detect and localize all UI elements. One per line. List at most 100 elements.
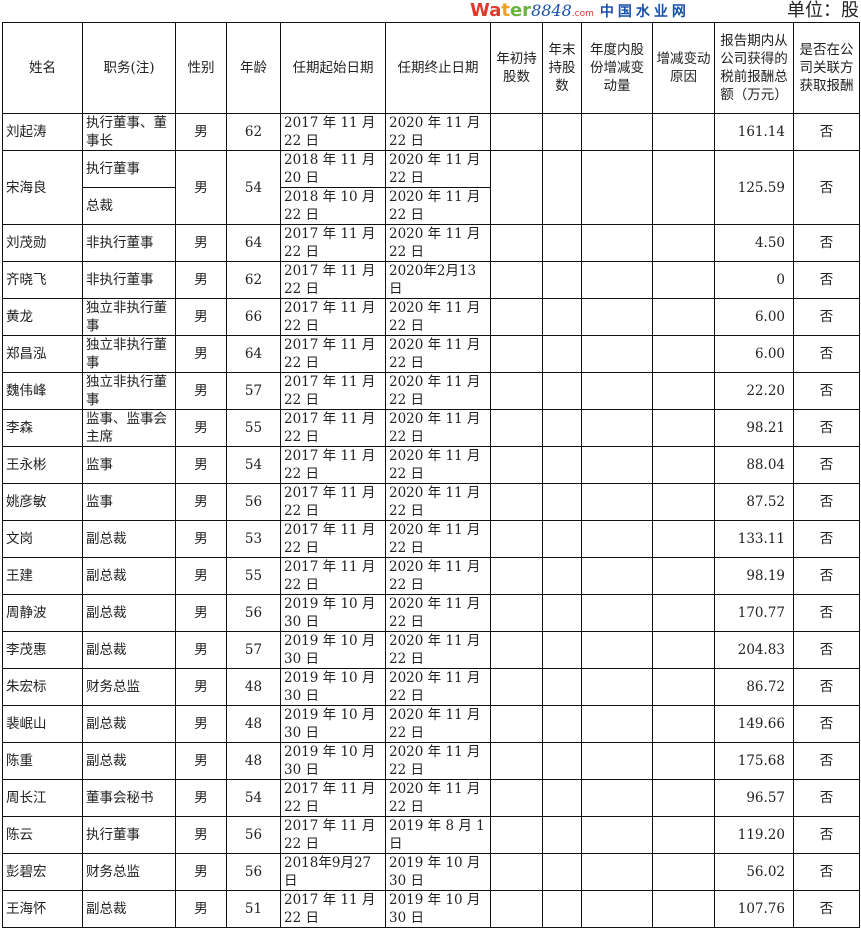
shares-change-cell: [581, 113, 653, 151]
shares-end-cell: [542, 298, 582, 336]
pay-cell: 86.72: [714, 668, 794, 706]
change-reason-cell: [652, 594, 715, 632]
gender-cell: 男: [175, 446, 227, 484]
pay-cell: 22.20: [714, 372, 794, 410]
gender-cell: 男: [175, 298, 227, 336]
header-shares-change: 年度内股份增减变动量: [581, 22, 653, 114]
end-date-cell: 2020 年 11 月 22 日: [385, 483, 491, 521]
end-date-cell: 2019 年 10 月 30 日: [385, 853, 491, 891]
name-cell: 彭碧宏: [2, 853, 83, 891]
start-date-cell: 2017 年 11 月 22 日: [280, 816, 386, 854]
shares-change-cell: [581, 335, 653, 373]
age-cell: 57: [226, 372, 281, 410]
change-reason-cell: [652, 742, 715, 780]
pay-cell: 161.14: [714, 113, 794, 151]
table-row: 姚彦敏 监事男 56 2017 年 11 月 22 日 2020 年 11 月 22 日…: [2, 483, 860, 521]
end-date-cell: 2020 年 11 月 22 日: [385, 742, 491, 780]
age-cell: 48: [226, 742, 281, 780]
start-date-cell: 2017 年 11 月 22 日: [280, 890, 386, 928]
age-cell: 57: [226, 631, 281, 669]
shares-begin-cell: [490, 113, 543, 151]
age-cell: 48: [226, 705, 281, 743]
name-cell: 姚彦敏: [2, 483, 83, 521]
change-reason-cell: [652, 853, 715, 891]
shares-change-cell: [581, 668, 653, 706]
shares-begin-cell: [490, 483, 543, 521]
title-cell: 执行董事: [82, 816, 176, 854]
table-row: 彭碧宏 财务总监男 56 2018年9月27日 2019 年 10 月 30 日 56.0…: [2, 853, 860, 891]
name-cell: 裴岷山: [2, 705, 83, 743]
change-reason-cell: [652, 483, 715, 521]
table-row: 李森 监事、监事会主席男 55 2017 年 11 月 22 日 2020 年 11 月…: [2, 409, 860, 447]
shares-begin-cell: [490, 224, 543, 262]
start-date-cell: 2018 年 10 月 22 日: [280, 187, 386, 225]
shares-change-cell: [581, 224, 653, 262]
end-date-cell: 2020 年 11 月 22 日: [385, 668, 491, 706]
age-cell: 56: [226, 816, 281, 854]
shares-begin-cell: [490, 298, 543, 336]
table-row: 刘起涛 执行董事、董事长男 62 2017 年 11 月 22 日 2020 年 11 …: [2, 113, 860, 151]
table-row: 周静波 副总裁男 56 2019 年 10 月 30 日 2020 年 11 月 22 …: [2, 594, 860, 632]
title-cell: 副总裁: [82, 631, 176, 669]
change-reason-cell: [652, 298, 715, 336]
age-cell: 66: [226, 298, 281, 336]
related-cell: 否: [793, 816, 860, 854]
change-reason-cell: [652, 705, 715, 743]
related-cell: 否: [793, 557, 860, 595]
name-cell: 魏伟峰: [2, 372, 83, 410]
shares-end-cell: [542, 150, 582, 225]
end-date-cell: 2020 年 11 月 22 日: [385, 557, 491, 595]
end-date-cell: 2020 年 11 月 22 日: [385, 224, 491, 262]
related-cell: 否: [793, 520, 860, 558]
title-cell: 独立非执行董事: [82, 372, 176, 410]
table-row: 朱宏标 财务总监男 48 2019 年 10 月 30 日 2020 年 11 月 22…: [2, 668, 860, 706]
title-cell: 监事、监事会主席: [82, 409, 176, 447]
related-cell: 否: [793, 409, 860, 447]
pay-cell: 87.52: [714, 483, 794, 521]
shares-end-cell: [542, 668, 582, 706]
start-date-cell: 2019 年 10 月 30 日: [280, 631, 386, 669]
shares-begin-cell: [490, 705, 543, 743]
related-cell: 否: [793, 372, 860, 410]
shares-change-cell: [581, 483, 653, 521]
shares-begin-cell: [490, 557, 543, 595]
related-cell: 否: [793, 594, 860, 632]
name-cell: 文岗: [2, 520, 83, 558]
start-date-cell: 2017 年 11 月 22 日: [280, 557, 386, 595]
pay-cell: 6.00: [714, 298, 794, 336]
pay-cell: 96.57: [714, 779, 794, 817]
shares-change-cell: [581, 261, 653, 299]
shares-change-cell: [581, 742, 653, 780]
title-cell: 非执行董事: [82, 224, 176, 262]
change-reason-cell: [652, 224, 715, 262]
shares-end-cell: [542, 335, 582, 373]
name-cell: 王海怀: [2, 890, 83, 928]
shares-change-cell: [581, 816, 653, 854]
shares-begin-cell: [490, 890, 543, 928]
related-cell: 否: [793, 890, 860, 928]
shares-change-cell: [581, 779, 653, 817]
name-cell: 朱宏标: [2, 668, 83, 706]
executive-table: 姓名 职务(注) 性别 年龄 任期起始日期 任期终止日期 年初持股数 年末持股数 年度内股份增减…: [2, 22, 860, 928]
related-cell: 否: [793, 335, 860, 373]
shares-end-cell: [542, 853, 582, 891]
pay-cell: 175.68: [714, 742, 794, 780]
change-reason-cell: [652, 779, 715, 817]
table-row: 齐晓飞 非执行董事男 62 2017 年 11 月 22 日 2020年2月13日 0 否: [2, 261, 860, 299]
header-age: 年龄: [226, 22, 281, 114]
name-cell: 宋海良: [2, 150, 83, 225]
header-pre-tax-pay: 报告期内从公司获得的税前报酬总额（万元）: [714, 22, 794, 114]
shares-end-cell: [542, 409, 582, 447]
age-cell: 53: [226, 520, 281, 558]
header-name: 姓名: [2, 22, 83, 114]
title-cell: 独立非执行董事: [82, 298, 176, 336]
shares-begin-cell: [490, 150, 543, 225]
start-date-cell: 2017 年 11 月 22 日: [280, 298, 386, 336]
shares-begin-cell: [490, 816, 543, 854]
name-cell: 王永彬: [2, 446, 83, 484]
age-cell: 55: [226, 409, 281, 447]
table-row: 宋海良 执行董事男 54 2018 年 11 月 20 日 2020 年 11 月 22…: [2, 150, 860, 225]
end-date-cell: 2020 年 11 月 22 日: [385, 520, 491, 558]
age-cell: 64: [226, 224, 281, 262]
start-date-cell: 2019 年 10 月 30 日: [280, 594, 386, 632]
